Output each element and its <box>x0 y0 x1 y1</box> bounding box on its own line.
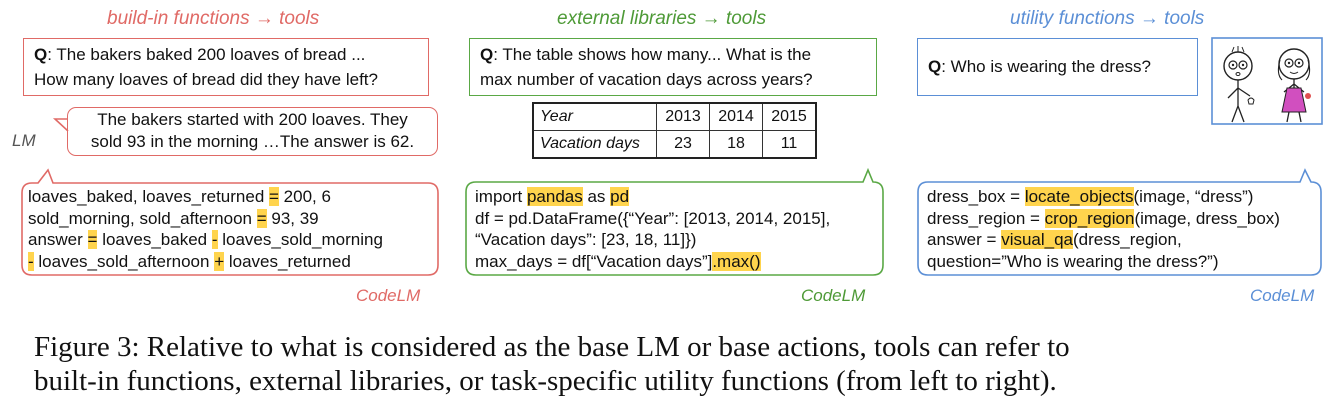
table-row: Year 2013 2014 2015 <box>532 102 817 131</box>
highlight-function: crop_region <box>1044 208 1135 228</box>
code-block-builtin: loaves_baked, loaves_returned = 200, 6 s… <box>28 186 383 272</box>
column-title-builtin: build-in functions → tools <box>107 8 320 29</box>
table-cell: 2014 <box>709 102 763 131</box>
column-title-utility: utility functions → tools <box>1010 8 1205 29</box>
code-line: answer = loaves_baked - loaves_sold_morn… <box>28 230 383 249</box>
code-block-pandas: import pandas as pd df = pd.DataFrame({“… <box>475 186 830 272</box>
lm-label: LM <box>12 131 36 150</box>
question-line: max number of vacation days across years… <box>480 70 813 89</box>
column-title-libraries: external libraries → tools <box>557 8 767 29</box>
highlight-operator: - <box>211 230 218 249</box>
figure-caption: Figure 3: Relative to what is considered… <box>34 330 1334 398</box>
table-cell: Year <box>532 102 657 131</box>
code-line: max_days = df[“Vacation days”].max() <box>475 251 761 271</box>
table-cell: Vacation days <box>532 130 657 159</box>
code-line: dress_box = locate_objects(image, “dress… <box>927 187 1254 206</box>
table-cell: 2013 <box>656 102 710 131</box>
highlight-operator: = <box>269 187 279 206</box>
code-line: sold_morning, sold_afternoon = 93, 39 <box>28 208 319 228</box>
cartoon-image <box>1211 37 1323 125</box>
highlight-library: .max() <box>712 251 761 271</box>
caption-line: Figure 3: Relative to what is considered… <box>34 331 1070 363</box>
question-prefix: Q <box>34 45 48 64</box>
code-line: “Vacation days”: [23, 18, 11]}) <box>475 230 697 249</box>
question-line: : The table shows how many... What is th… <box>493 45 812 64</box>
vacation-table: Year 2013 2014 2015 Vacation days 23 18 … <box>532 102 817 159</box>
question-line: : The bakers baked 200 loaves of bread .… <box>47 45 366 64</box>
lm-answer-bubble: The bakers started with 200 loaves. They… <box>67 107 438 156</box>
table-cell: 2015 <box>762 102 817 131</box>
lm-bubble-tail <box>52 118 69 132</box>
lm-answer-line: sold 93 in the morning …The answer is 62… <box>90 132 415 151</box>
code-line: question=”Who is wearing the dress?”) <box>927 251 1219 271</box>
question-prefix: Q <box>480 45 494 64</box>
table-cell: 11 <box>762 130 817 159</box>
question-line: How many loaves of bread did they have l… <box>34 70 378 89</box>
question-line: : Who is wearing the dress? <box>941 57 1151 76</box>
highlight-library: pd <box>610 187 630 206</box>
code-block-utility: dress_box = locate_objects(image, “dress… <box>927 186 1280 272</box>
green-code-bubble-outline <box>465 167 884 276</box>
highlight-operator: = <box>87 230 98 249</box>
lm-answer-line: The bakers started with 200 loaves. They <box>97 110 408 129</box>
code-line: answer = visual_qa(dress_region, <box>927 230 1182 249</box>
code-line: - loaves_sold_afternoon + loaves_returne… <box>28 251 351 271</box>
codelm-label-libraries: CodeLM <box>801 286 866 305</box>
caption-line: built-in functions, external libraries, … <box>34 365 1057 397</box>
codelm-label-utility: CodeLM <box>1250 286 1315 305</box>
question-box-vacation: Q: The table shows how many... What is t… <box>469 38 877 96</box>
code-line: loaves_baked, loaves_returned = 200, 6 <box>28 187 331 206</box>
code-line: df = pd.DataFrame({“Year”: [2013, 2014, … <box>475 208 831 228</box>
red-code-bubble-outline <box>21 168 439 276</box>
code-line: import pandas as pd <box>475 187 630 206</box>
codelm-label-builtin: CodeLM <box>356 286 421 305</box>
code-line: dress_region = crop_region(image, dress_… <box>927 208 1280 228</box>
question-box-bread: Q: The bakers baked 200 loaves of bread … <box>23 38 429 96</box>
blue-code-bubble-outline <box>917 168 1322 276</box>
highlight-function: locate_objects <box>1024 187 1134 206</box>
question-prefix: Q <box>928 57 942 76</box>
highlight-function: visual_qa <box>1001 230 1074 249</box>
table-row: Vacation days 23 18 11 <box>532 130 817 159</box>
highlight-library: pandas <box>526 187 583 206</box>
highlight-operator: = <box>256 208 267 228</box>
question-box-dress: Q: Who is wearing the dress? <box>917 38 1198 96</box>
table-cell: 23 <box>656 130 710 159</box>
table-cell: 18 <box>709 130 763 159</box>
highlight-operator: + <box>214 251 225 271</box>
highlight-operator: - <box>28 251 34 271</box>
